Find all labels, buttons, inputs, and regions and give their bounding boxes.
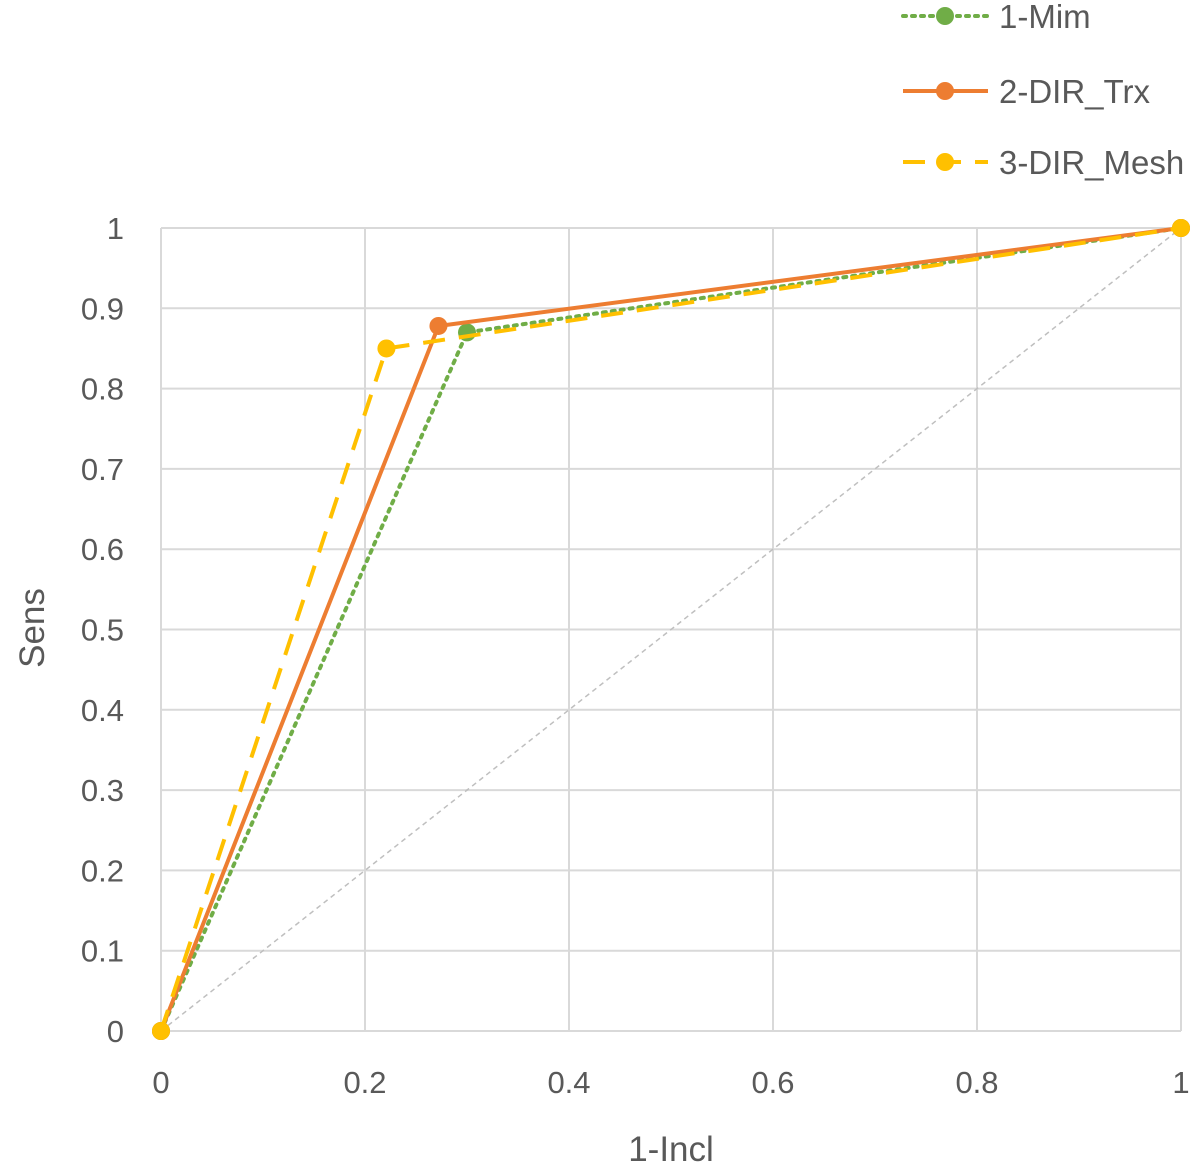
- y-tick-label: 0.9: [81, 291, 124, 326]
- y-tick-label: 0.4: [81, 693, 124, 728]
- data-point: [1172, 219, 1190, 237]
- x-tick-label: 0.2: [343, 1065, 386, 1100]
- legend-label: 2-DIR_Trx: [999, 73, 1150, 110]
- legend-marker: [936, 7, 954, 25]
- legend-item: 2-DIR_Trx: [903, 73, 1150, 110]
- reference-diagonal-line: [160, 227, 1182, 1032]
- y-tick-label: 0.3: [81, 773, 124, 808]
- reference-layer: [160, 227, 1182, 1032]
- grid-layer: [160, 227, 1182, 1032]
- x-tick-label: 0.4: [547, 1065, 590, 1100]
- x-axis-title: 1-Incl: [628, 1130, 714, 1164]
- y-tick-label: 0.8: [81, 372, 124, 407]
- y-tick-label: 0.6: [81, 532, 124, 567]
- data-point: [429, 316, 448, 335]
- y-tick-label: 0.2: [81, 853, 124, 888]
- legend-item: 1-Mim: [901, 0, 1091, 35]
- legend-marker: [936, 82, 954, 100]
- x-tick-label: 0: [152, 1065, 169, 1100]
- y-tick-label: 1: [107, 211, 124, 246]
- y-tick-label: 0.7: [81, 452, 124, 487]
- x-tick-label: 0.6: [751, 1065, 794, 1100]
- x-tick-label: 1: [1172, 1065, 1189, 1100]
- legend-marker: [936, 153, 954, 171]
- legend: 1-Mim 2-DIR_Trx 3-DIR_Mesh: [901, 0, 1184, 181]
- y-axis-title: Sens: [13, 588, 52, 668]
- y-tick-label: 0.5: [81, 613, 124, 648]
- legend-label: 1-Mim: [999, 0, 1091, 35]
- legend-item: 3-DIR_Mesh: [903, 144, 1184, 181]
- data-point: [152, 1022, 170, 1040]
- y-tick-label: 0.1: [81, 934, 124, 969]
- x-tick-label: 0.8: [955, 1065, 998, 1100]
- series-3: [152, 219, 1190, 1040]
- series-layer: [152, 219, 1190, 1040]
- y-tick-label: 0: [107, 1014, 124, 1049]
- legend-label: 3-DIR_Mesh: [999, 144, 1184, 181]
- data-point: [377, 339, 396, 358]
- tick-label-layer: 0 0.2 0.4 0.6 0.8 1 0 0.1 0.2 0.3 0.4 0.5 0.6 0.7 0.8 0…: [81, 211, 1190, 1100]
